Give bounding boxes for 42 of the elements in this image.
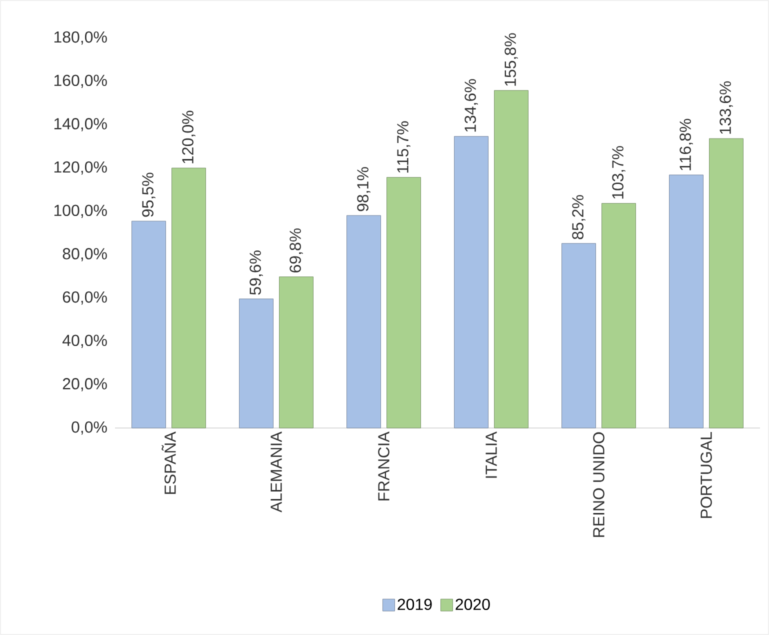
y-tick-label: 80,0% xyxy=(62,248,107,262)
y-tick-label: 160,0% xyxy=(54,74,107,88)
data-label: 120,0% xyxy=(182,110,196,164)
data-label: 116,8% xyxy=(680,118,693,170)
x-tick-label: ALEMANIA xyxy=(270,432,282,512)
data-label: 133,6% xyxy=(720,81,733,134)
data-label: 155,8% xyxy=(504,33,518,86)
y-tick-label: 0,0% xyxy=(72,421,107,435)
bar xyxy=(562,243,596,428)
bar xyxy=(494,90,528,428)
x-tick-label: REINO UNIDO xyxy=(593,432,604,537)
data-label: 95,5% xyxy=(142,172,156,217)
y-tick-label: 40,0% xyxy=(62,334,107,348)
legend-label: 2020 xyxy=(456,598,490,610)
x-tick-label: FRANCIA xyxy=(378,432,390,500)
bar xyxy=(669,174,704,428)
data-label: 69,8% xyxy=(290,228,303,272)
bar xyxy=(172,168,206,428)
bar xyxy=(386,177,421,428)
x-tick-label: PORTUGAL xyxy=(700,432,712,518)
bar xyxy=(602,203,636,428)
data-label: 85,2% xyxy=(572,195,586,240)
bar xyxy=(279,276,314,428)
y-tick-label: 180,0% xyxy=(54,31,107,45)
x-tick-label: ESPAÑA xyxy=(162,432,176,494)
data-label: 134,6% xyxy=(464,79,478,132)
bar xyxy=(132,220,166,428)
y-tick-label: 100,0% xyxy=(54,204,107,218)
y-tick-label: 20,0% xyxy=(62,378,107,392)
bar xyxy=(709,138,744,428)
legend-label: 2019 xyxy=(398,598,432,610)
x-tick-label: ITALIA xyxy=(486,432,497,478)
y-tick-label: 60,0% xyxy=(62,291,107,305)
data-label: 98,1% xyxy=(357,167,370,212)
bar xyxy=(346,215,381,428)
bar xyxy=(239,298,274,428)
data-label: 103,7% xyxy=(612,146,626,199)
bar xyxy=(454,136,488,428)
y-tick-label: 140,0% xyxy=(54,118,107,132)
data-label: 59,6% xyxy=(250,250,263,295)
y-tick-label: 120,0% xyxy=(54,161,107,175)
data-label: 115,7% xyxy=(397,121,410,173)
